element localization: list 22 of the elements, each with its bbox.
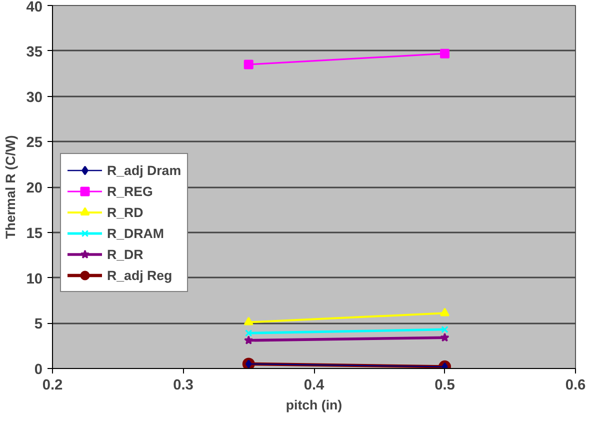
- legend-label: R_adj Dram: [107, 162, 182, 178]
- legend-label: R_REG: [107, 184, 153, 198]
- y-tick-label: 15: [26, 226, 43, 242]
- x-axis-title: pitch (in): [286, 398, 342, 412]
- y-tick-label: 40: [26, 0, 43, 16]
- x-tick-label: 0.4: [304, 378, 326, 394]
- x-tick-label: 0.5: [434, 378, 455, 394]
- y-tick-label: 25: [26, 135, 43, 152]
- y-tick-label: 35: [26, 44, 43, 60]
- y-axis-title: Thermal R (C/W): [3, 135, 18, 239]
- legend-label: R_DRAM: [107, 226, 164, 240]
- x-tick-label: 0.6: [565, 378, 586, 394]
- y-tick-label: 30: [26, 90, 43, 106]
- y-tick-label: 0: [34, 362, 43, 378]
- x-tick-label: 0.3: [173, 378, 194, 394]
- y-tick-label: 10: [26, 271, 43, 288]
- legend-label: R_adj Reg: [107, 268, 172, 282]
- y-tick-label: 5: [34, 316, 43, 333]
- y-tick-label: 20: [26, 180, 43, 196]
- legend-label: R_DR: [107, 246, 144, 262]
- x-tick-label: 0.2: [42, 378, 63, 394]
- legend-label: R_RD: [107, 204, 144, 220]
